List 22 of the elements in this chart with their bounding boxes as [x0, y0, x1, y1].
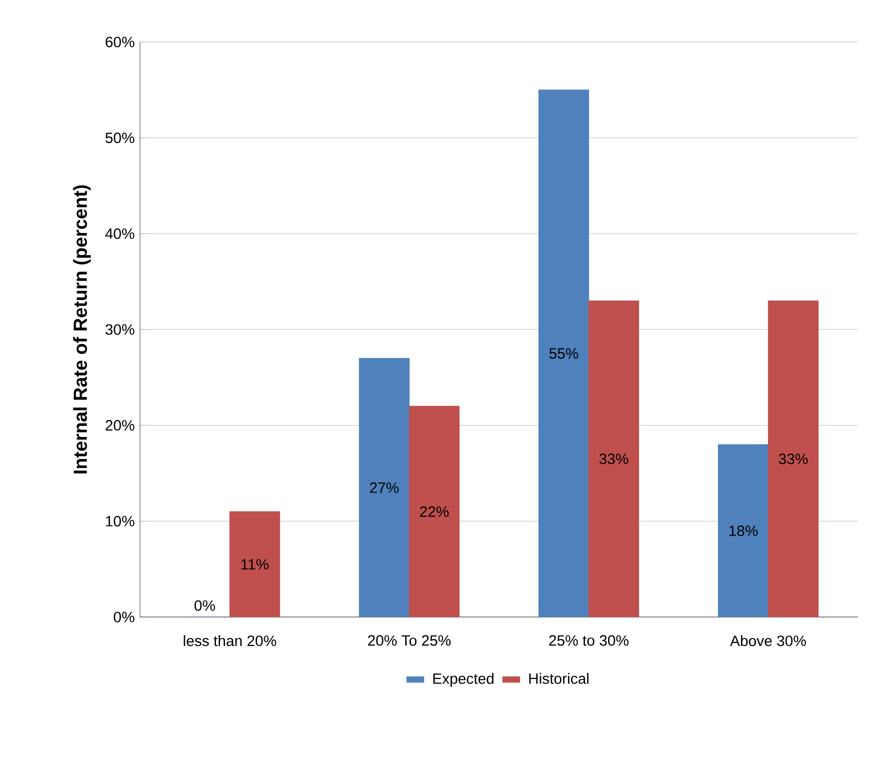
- data-label: 11%: [241, 559, 269, 570]
- data-label: 55%: [549, 348, 578, 359]
- data-label: 22%: [420, 506, 449, 517]
- data-label: 18%: [729, 525, 758, 536]
- x-tick-label: 25% to 30%: [549, 635, 628, 646]
- y-tick-label: 50%: [106, 132, 134, 144]
- y-tick-label: 20%: [106, 420, 134, 431]
- y-tick-label: 40%: [105, 228, 134, 239]
- data-label: 0%: [194, 600, 216, 611]
- y-axis-title: Internal Rate of Return (percent): [73, 185, 91, 474]
- data-label: 33%: [778, 454, 808, 464]
- y-tick-label: 60%: [106, 36, 134, 48]
- x-tick-label: Above 30%: [730, 635, 806, 646]
- legend-label: Historical: [529, 672, 588, 684]
- y-tick-label: 0%: [114, 612, 134, 622]
- data-label: 27%: [370, 482, 399, 493]
- x-tick-label: less than 20%: [184, 635, 276, 646]
- legend-label: Expected: [433, 672, 494, 687]
- y-tick-label: 30%: [105, 324, 134, 335]
- data-label: 33%: [599, 454, 628, 464]
- x-tick-label: 20% To 25%: [368, 635, 451, 646]
- y-tick-label: 10%: [106, 516, 134, 526]
